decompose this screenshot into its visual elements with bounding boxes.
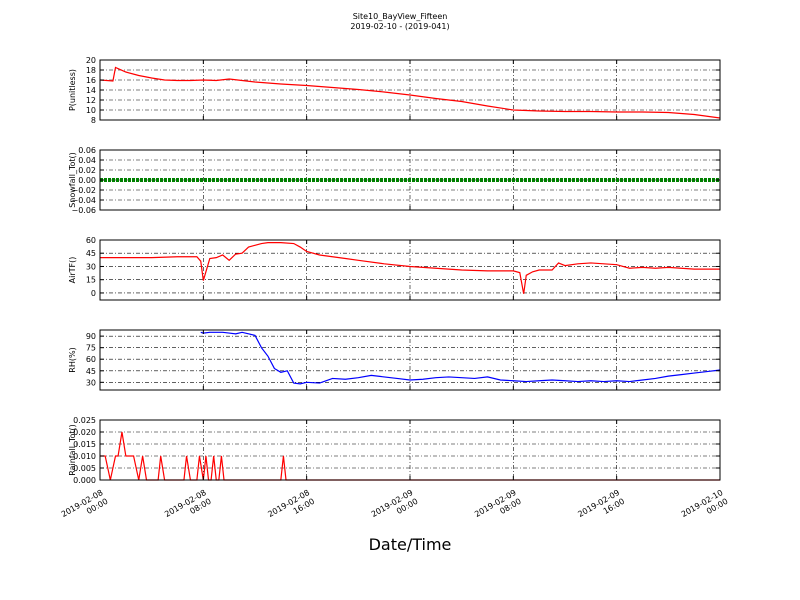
x-tick-label: 2019-02-0808:00 — [163, 488, 213, 528]
y-axis-label: AirTF() — [68, 257, 77, 284]
y-tick-label: 10 — [86, 106, 96, 115]
panel-3: 0 15 30 45 60 AirTF() — [68, 236, 721, 301]
y-axis-label: Snowfall_Tot() — [68, 152, 77, 208]
y-tick-label: 60 — [86, 355, 96, 364]
y-tick-label: 0.020 — [73, 428, 96, 437]
y-tick-label: 14 — [86, 86, 96, 95]
y-tick-label: 45 — [86, 367, 96, 376]
y-tick-label: 60 — [86, 236, 96, 245]
chart-subtitle: 2019-02-10 - (2019-041) — [350, 22, 449, 31]
series-line — [99, 66, 721, 119]
y-tick-label: 0.02 — [78, 166, 96, 175]
y-axis-label: Rainfall_Tot() — [68, 424, 77, 476]
x-axis-label: Date/Time — [369, 535, 452, 554]
series-line — [200, 331, 721, 385]
y-tick-label: 18 — [86, 66, 96, 75]
y-tick-label: 20 — [86, 56, 96, 65]
y-tick-label: 0 — [91, 289, 96, 298]
chart-title: Site10_BayView_Fifteen — [353, 12, 448, 21]
panel-4: 30 45 60 75 90 RH(%) — [68, 329, 721, 391]
y-tick-label: 0.00 — [78, 176, 96, 185]
y-tick-label: 0.04 — [78, 156, 96, 165]
x-tick-label: 2019-02-0916:00 — [576, 488, 626, 528]
y-tick-label: 0.010 — [73, 452, 96, 461]
y-tick-label: −0.02 — [71, 186, 96, 195]
panels: 8101214161820P(unitless)−0.06−0.04−0.020… — [68, 56, 721, 485]
y-tick-label: 12 — [86, 96, 96, 105]
panel-5: 0.000 0.005 0.010 0.015 0.020 0.025Rainfall_T… — [68, 416, 721, 485]
y-tick-label: 75 — [86, 344, 96, 353]
x-tick-label: 2019-02-0908:00 — [473, 488, 523, 528]
y-tick-label: 0.005 — [73, 464, 96, 473]
y-tick-label: 16 — [86, 76, 96, 85]
y-axis-label: P(unitless) — [68, 69, 77, 111]
y-axis-label: RH(%) — [68, 347, 77, 372]
series-line — [100, 242, 720, 294]
y-tick-label: 0.06 — [78, 146, 96, 155]
y-tick-label: 8 — [91, 116, 96, 125]
panel-2: −0.06−0.04−0.020.000.020.040.06Snowfall_… — [68, 146, 721, 215]
x-axis-ticks: 2019-02-0800:00 2019-02-0808:00 2019-02-08… — [60, 488, 730, 528]
y-tick-label: 0.025 — [73, 416, 96, 425]
y-tick-label: 0.000 — [73, 476, 96, 485]
y-tick-label: 15 — [86, 276, 96, 285]
y-tick-label: 90 — [86, 332, 96, 341]
y-tick-label: 0.015 — [73, 440, 96, 449]
x-tick-label: 2019-02-0816:00 — [266, 488, 316, 528]
y-tick-label: 45 — [86, 249, 96, 258]
y-tick-label: 30 — [86, 378, 96, 387]
y-tick-label: 30 — [86, 262, 96, 271]
y-tick-label: −0.04 — [71, 196, 96, 205]
x-tick-label: 2019-02-1000:00 — [680, 488, 730, 528]
x-tick-label: 2019-02-0800:00 — [60, 488, 110, 528]
x-tick-label: 2019-02-0900:00 — [370, 488, 420, 528]
y-tick-label: −0.06 — [71, 206, 96, 215]
